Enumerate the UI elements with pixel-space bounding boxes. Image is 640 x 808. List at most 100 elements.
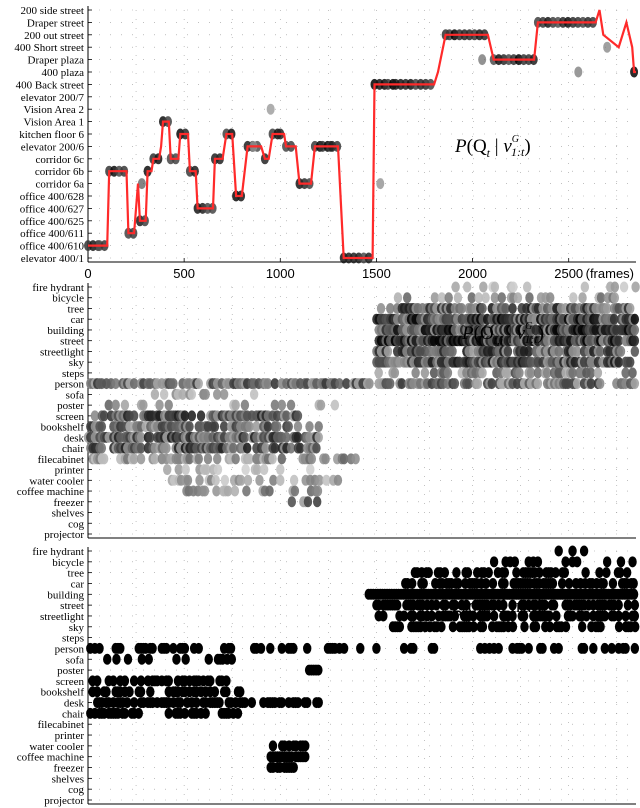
detection-mark xyxy=(93,686,102,698)
detection-mark xyxy=(372,642,381,654)
detection-mark xyxy=(240,431,250,443)
detection-mark xyxy=(222,686,231,698)
detection-mark xyxy=(276,474,285,486)
detection-mark xyxy=(386,302,395,314)
detection-mark xyxy=(180,707,190,719)
y-tick-label: screen xyxy=(56,411,85,423)
detection-mark xyxy=(211,474,220,486)
detection-mark xyxy=(557,577,567,589)
detection-mark xyxy=(619,281,629,293)
detection-mark xyxy=(427,610,436,622)
y-tick-label: 400 Back street xyxy=(16,79,84,91)
detection-mark xyxy=(201,707,210,719)
detection-mark xyxy=(448,345,457,357)
y-tick-label: coffee machine xyxy=(17,752,84,764)
detection-mark xyxy=(484,567,493,579)
y-tick-label: sky xyxy=(69,357,85,369)
detection-mark xyxy=(284,421,293,433)
detection-mark xyxy=(522,281,532,293)
detection-mark xyxy=(462,599,471,611)
detection-mark xyxy=(560,567,570,579)
detection-mark xyxy=(379,610,388,622)
detection-mark xyxy=(628,556,637,568)
y-tick-label: tree xyxy=(68,303,85,315)
detection-mark xyxy=(600,642,610,654)
detection-mark xyxy=(263,421,273,433)
y-tick-label: bicycle xyxy=(52,293,84,305)
detection-mark xyxy=(616,567,625,579)
detection-mark xyxy=(616,345,626,357)
detection-mark xyxy=(487,378,496,390)
y-tick-label: cog xyxy=(68,518,84,530)
y-tick-label: chair xyxy=(62,443,84,455)
y-tick-label: steps xyxy=(62,368,84,380)
detection-mark xyxy=(282,431,291,443)
detection-mark xyxy=(596,621,605,633)
y-tick-label: 400 Short street xyxy=(14,42,84,54)
detection-mark xyxy=(97,442,107,454)
y-tick-label: office 400/627 xyxy=(20,203,85,215)
detection-mark xyxy=(169,642,178,654)
detection-mark xyxy=(450,378,460,390)
detection-mark xyxy=(223,485,233,497)
detection-mark xyxy=(586,367,596,379)
detection-mark xyxy=(273,421,282,433)
detection-mark xyxy=(261,442,270,454)
detection-mark xyxy=(356,642,365,654)
detection-mark xyxy=(136,686,146,698)
panel-annotation: ground truth xyxy=(452,596,547,617)
detection-mark xyxy=(342,378,351,390)
detection-mark xyxy=(245,421,254,433)
detection-mark xyxy=(333,474,343,486)
detection-mark xyxy=(626,302,635,314)
posterior-blob xyxy=(574,66,583,78)
detection-mark xyxy=(448,621,458,633)
detection-mark xyxy=(579,642,589,654)
detection-mark xyxy=(453,292,463,304)
detection-mark xyxy=(270,442,280,454)
y-tick-label: fire hydrant xyxy=(32,546,84,558)
detection-mark xyxy=(424,567,433,579)
y-tick-label: freezer xyxy=(53,497,84,509)
y-tick-label: corridor 6a xyxy=(35,179,84,191)
detection-mark xyxy=(386,378,395,390)
detection-mark xyxy=(462,281,472,293)
y-tick-label: coffee machine xyxy=(17,486,84,498)
detection-mark xyxy=(245,453,254,465)
detection-mark xyxy=(120,675,130,687)
detection-mark xyxy=(229,442,238,454)
y-tick-label: 200 out street xyxy=(24,30,84,42)
detection-mark xyxy=(437,621,446,633)
detection-mark xyxy=(180,642,190,654)
detection-mark xyxy=(339,642,349,654)
detection-mark xyxy=(172,653,181,665)
y-tick-label: bicycle xyxy=(52,557,84,569)
detection-mark xyxy=(630,599,640,611)
detection-mark xyxy=(540,599,550,611)
detection-mark xyxy=(330,399,340,411)
x-unit-label: (frames) xyxy=(586,266,634,281)
detection-mark xyxy=(146,686,155,698)
detection-mark xyxy=(451,281,460,293)
detection-mark xyxy=(481,577,491,589)
detection-mark xyxy=(269,474,278,486)
detection-mark xyxy=(399,610,409,622)
detection-mark xyxy=(578,292,587,304)
detection-mark xyxy=(464,378,473,390)
detection-mark xyxy=(164,399,173,411)
detection-mark xyxy=(407,577,417,589)
detection-mark xyxy=(552,610,561,622)
detection-mark xyxy=(586,378,596,390)
detection-mark xyxy=(463,567,473,579)
detection-mark xyxy=(554,545,563,557)
y-tick-label: printer xyxy=(55,465,85,477)
detection-mark xyxy=(129,378,139,390)
detection-mark xyxy=(561,621,571,633)
detection-mark xyxy=(249,388,259,400)
detection-mark xyxy=(478,621,488,633)
detection-mark xyxy=(136,431,146,443)
detection-mark xyxy=(429,642,439,654)
detection-mark xyxy=(148,642,157,654)
detection-mark xyxy=(213,388,222,400)
detection-mark xyxy=(630,335,640,347)
